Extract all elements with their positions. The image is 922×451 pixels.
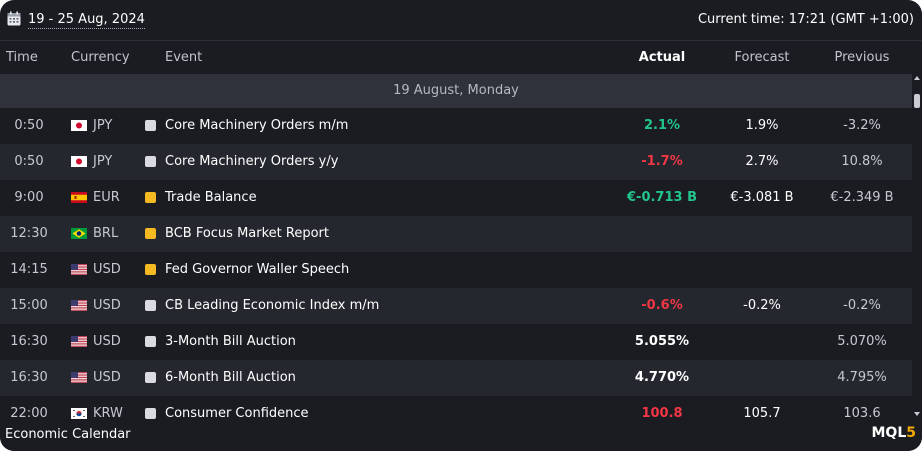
event-time: 12:30 — [10, 226, 48, 241]
event-name[interactable]: BCB Focus Market Report — [165, 226, 329, 241]
event-time: 9:00 — [14, 190, 44, 205]
event-name[interactable]: Consumer Confidence — [165, 406, 309, 420]
br-flag-icon — [71, 228, 87, 239]
event-time: 16:30 — [10, 334, 48, 349]
calendar-icon[interactable] — [7, 11, 21, 26]
column-header-actual: Actual — [638, 50, 686, 65]
us-flag-icon — [71, 264, 87, 275]
jp-flag-icon — [71, 120, 87, 131]
importance-medium-icon — [145, 192, 156, 203]
event-time: 14:15 — [10, 262, 48, 277]
forecast-value: 105.7 — [743, 406, 781, 420]
actual-value: -1.7% — [641, 154, 683, 169]
mql5-logo[interactable]: MQL5 — [871, 425, 916, 441]
table-row[interactable]: 22:00 KRW Consumer Confidence 100.8 105.7 103… — [0, 396, 912, 420]
forecast-value: -0.2% — [743, 298, 781, 313]
event-name[interactable]: Trade Balance — [165, 190, 257, 205]
date-range-selector[interactable]: 19 - 25 Aug, 2024 — [28, 12, 145, 29]
importance-low-icon — [145, 336, 156, 347]
previous-value: 10.8% — [841, 154, 883, 169]
table-row[interactable]: 16:30 USD 3-Month Bill Auction 5.055% 5.070% — [0, 324, 912, 360]
event-name[interactable]: 3-Month Bill Auction — [165, 334, 296, 349]
currency-code: JPY — [93, 118, 113, 133]
table-row[interactable]: 9:00 EUR Trade Balance €-0.713 B €-3.081 B €-… — [0, 180, 912, 216]
event-time: 0:50 — [14, 118, 44, 133]
previous-value: 5.070% — [837, 334, 887, 349]
currency-code: USD — [93, 262, 121, 277]
current-time-label: Current time: 17:21 (GMT +1:00) — [697, 12, 914, 27]
calendar-toolbar: 19 - 25 Aug, 2024 Current time: 17:21 (G… — [0, 0, 922, 40]
logo-prefix: MQL — [871, 425, 907, 441]
currency-code: JPY — [93, 154, 113, 169]
scroll-up-arrow-icon[interactable] — [914, 76, 920, 80]
table-row[interactable]: 15:00 USD CB Leading Economic Index m/m -0.… — [0, 288, 912, 324]
previous-value: -3.2% — [843, 118, 881, 133]
event-time: 0:50 — [14, 154, 44, 169]
logo-suffix: 5 — [906, 425, 916, 441]
event-time: 22:00 — [10, 406, 48, 420]
event-name[interactable]: 6-Month Bill Auction — [165, 370, 296, 385]
event-name[interactable]: CB Leading Economic Index m/m — [165, 298, 380, 313]
currency-code: USD — [93, 334, 121, 349]
importance-medium-icon — [145, 228, 156, 239]
event-time: 16:30 — [10, 370, 48, 385]
currency-code: BRL — [93, 226, 119, 241]
us-flag-icon — [71, 300, 87, 311]
previous-value: 103.6 — [843, 406, 881, 420]
us-flag-icon — [71, 336, 87, 347]
kr-flag-icon — [71, 408, 87, 419]
table-row[interactable]: 12:30 BRL BCB Focus Market Report — [0, 216, 912, 252]
us-flag-icon — [71, 372, 87, 383]
scrollbar[interactable] — [912, 74, 922, 420]
table-row[interactable]: 16:30 USD 6-Month Bill Auction 4.770% 4.795% — [0, 360, 912, 396]
importance-low-icon — [145, 408, 156, 419]
column-header-previous: Previous — [834, 50, 890, 65]
currency-code: USD — [93, 370, 121, 385]
currency-code: USD — [93, 298, 121, 313]
event-name[interactable]: Core Machinery Orders m/m — [165, 118, 349, 133]
currency-code: KRW — [93, 406, 123, 420]
event-name[interactable]: Fed Governor Waller Speech — [165, 262, 350, 277]
previous-value: €-2.349 B — [830, 190, 894, 205]
jp-flag-icon — [71, 156, 87, 167]
actual-value: 100.8 — [641, 406, 683, 420]
table-row[interactable]: 14:15 USD Fed Governor Waller Speech — [0, 252, 912, 288]
es-flag-icon — [71, 192, 87, 203]
previous-value: -0.2% — [843, 298, 881, 313]
actual-value: 2.1% — [643, 118, 681, 133]
table-row[interactable]: 0:50 JPY Core Machinery Orders y/y -1.7% 2.7… — [0, 144, 912, 180]
forecast-value: 2.7% — [745, 154, 779, 169]
forecast-value: 1.9% — [745, 118, 779, 133]
scroll-thumb[interactable] — [914, 94, 920, 108]
footer-title: Economic Calendar — [5, 427, 131, 442]
importance-low-icon — [145, 372, 156, 383]
event-time: 15:00 — [10, 298, 48, 313]
day-group-header: 19 August, Monday — [0, 74, 912, 108]
table-header: Time Currency Event Actual Forecast Prev… — [0, 41, 922, 74]
column-header-time: Time — [6, 50, 38, 65]
table-row[interactable]: 0:50 JPY Core Machinery Orders m/m 2.1% 1.9%… — [0, 108, 912, 144]
column-header-event: Event — [165, 50, 203, 65]
event-name[interactable]: Core Machinery Orders y/y — [165, 154, 339, 169]
column-header-currency: Currency — [71, 50, 130, 65]
actual-value: €-0.713 B — [627, 190, 697, 205]
footer: Economic Calendar MQL5 — [0, 420, 922, 451]
actual-value: 5.055% — [634, 334, 690, 349]
previous-value: 4.795% — [837, 370, 887, 385]
importance-low-icon — [145, 300, 156, 311]
actual-value: 4.770% — [634, 370, 690, 385]
importance-medium-icon — [145, 264, 156, 275]
importance-low-icon — [145, 120, 156, 131]
forecast-value: €-3.081 B — [730, 190, 794, 205]
day-label: 19 August, Monday — [393, 83, 519, 98]
actual-value: -0.6% — [641, 298, 683, 313]
importance-low-icon — [145, 156, 156, 167]
currency-code: EUR — [93, 190, 120, 205]
events-table: 0:50 JPY Core Machinery Orders m/m 2.1% 1.9%… — [0, 108, 912, 420]
column-header-forecast: Forecast — [734, 50, 790, 65]
divider — [0, 40, 922, 41]
scroll-down-arrow-icon[interactable] — [914, 412, 920, 416]
